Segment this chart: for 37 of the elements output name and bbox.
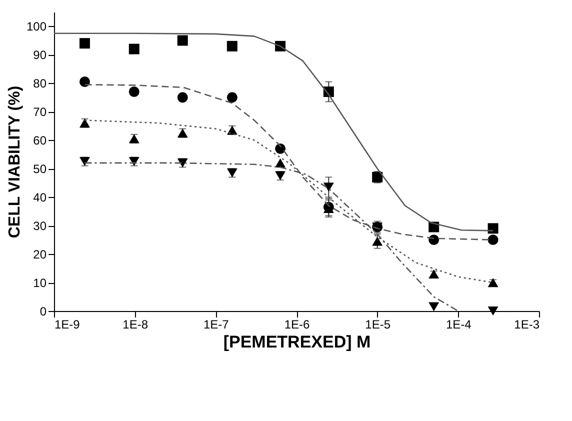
y-tick-label: 40: [33, 190, 47, 205]
x-axis-title: [PEMETREXED] M: [223, 332, 371, 352]
y-tick-label: 20: [33, 248, 47, 262]
x-tick-label: 1E-9: [54, 318, 80, 332]
x-tick-label: 1E-5: [365, 318, 391, 332]
x-tick-label: 1E-4: [446, 318, 472, 332]
y-tick-label: 90: [33, 48, 47, 62]
y-tick-label: 100: [26, 20, 47, 34]
point: [226, 168, 238, 178]
point: [79, 38, 90, 49]
x-tick-label: 1E-3: [514, 318, 540, 332]
x-tick-label: 1E-8: [122, 318, 148, 332]
point: [226, 126, 238, 135]
point: [226, 92, 238, 103]
point: [226, 40, 238, 52]
y-tick-label: 80: [33, 76, 47, 91]
point: [79, 76, 90, 87]
y-axis-title: CELL VIABILITY (%): [6, 86, 24, 238]
y-tick-label: 50: [33, 162, 47, 176]
point: [372, 236, 383, 246]
y-tick-label: 10: [33, 276, 47, 290]
point: [79, 118, 90, 128]
point: [177, 158, 188, 168]
point: [128, 134, 140, 144]
point: [275, 171, 286, 180]
point: [128, 44, 140, 54]
point: [323, 182, 334, 192]
y-tick-label: 70: [33, 105, 47, 120]
point: [177, 92, 188, 103]
y-tick-label: 60: [33, 134, 47, 148]
y-tick-label: 30: [33, 219, 47, 234]
point: [177, 35, 188, 46]
x-tick-label: 1E-7: [203, 318, 230, 332]
y-tick-label: 0: [40, 304, 47, 318]
point: [128, 86, 140, 97]
point: [275, 158, 286, 168]
x-tick-label: 1E-6: [284, 318, 310, 332]
